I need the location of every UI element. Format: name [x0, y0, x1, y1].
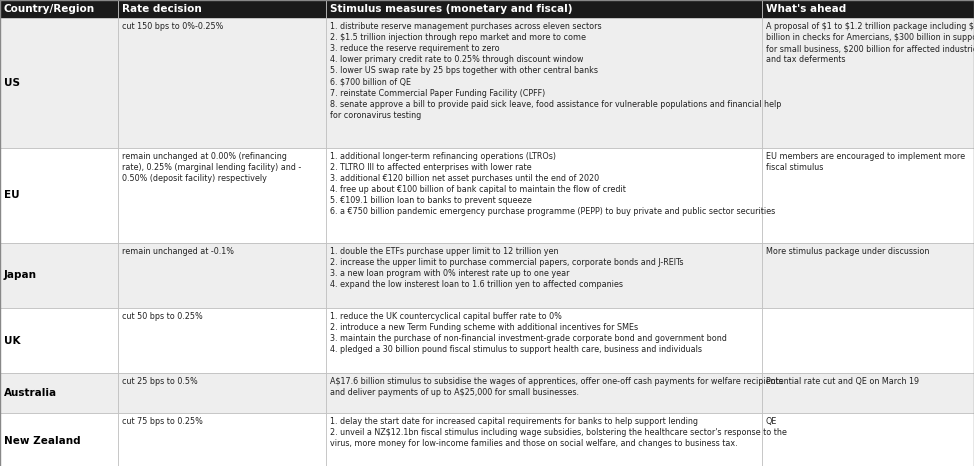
Bar: [0, 413, 118, 466]
Text: US: US: [4, 78, 20, 88]
Text: Potential rate cut and QE on March 19: Potential rate cut and QE on March 19: [766, 377, 919, 386]
Text: cut 25 bps to 0.5%: cut 25 bps to 0.5%: [122, 377, 198, 386]
Text: Stimulus measures (monetary and fiscal): Stimulus measures (monetary and fiscal): [330, 4, 573, 14]
Text: cut 150 bps to 0%-0.25%: cut 150 bps to 0%-0.25%: [122, 22, 223, 31]
Bar: [0, 243, 118, 308]
Bar: [0, 0, 118, 18]
Text: cut 50 bps to 0.25%: cut 50 bps to 0.25%: [122, 312, 203, 321]
Bar: [326, 308, 762, 373]
Text: New Zealand: New Zealand: [4, 436, 81, 445]
Text: cut 75 bps to 0.25%: cut 75 bps to 0.25%: [122, 417, 203, 426]
Bar: [762, 308, 974, 373]
Text: A$17.6 billion stimulus to subsidise the wages of apprentices, offer one-off cas: A$17.6 billion stimulus to subsidise the…: [330, 377, 783, 397]
Bar: [762, 243, 974, 308]
Bar: [118, 148, 326, 243]
Bar: [326, 148, 762, 243]
Text: 1. delay the start date for increased capital requirements for banks to help sup: 1. delay the start date for increased ca…: [330, 417, 787, 448]
Bar: [762, 373, 974, 413]
Bar: [118, 18, 326, 148]
Text: A proposal of $1 to $1.2 trillion package including $500
billion in checks for A: A proposal of $1 to $1.2 trillion packag…: [766, 22, 974, 64]
Text: 1. reduce the UK countercyclical capital buffer rate to 0%
2. introduce a new Te: 1. reduce the UK countercyclical capital…: [330, 312, 727, 354]
Bar: [762, 413, 974, 466]
Bar: [0, 373, 118, 413]
Text: Australia: Australia: [4, 388, 57, 398]
Bar: [762, 18, 974, 148]
Text: remain unchanged at 0.00% (refinancing
rate), 0.25% (marginal lending facility) : remain unchanged at 0.00% (refinancing r…: [122, 152, 301, 183]
Text: 1. distribute reserve management purchases across eleven sectors
2. $1.5 trillio: 1. distribute reserve management purchas…: [330, 22, 781, 120]
Bar: [326, 373, 762, 413]
Text: More stimulus package under discussion: More stimulus package under discussion: [766, 247, 929, 256]
Text: EU: EU: [4, 191, 19, 200]
Bar: [118, 373, 326, 413]
Bar: [0, 0, 974, 18]
Text: What's ahead: What's ahead: [766, 4, 846, 14]
Bar: [762, 0, 974, 18]
Text: 1. additional longer-term refinancing operations (LTROs)
2. TLTRO III to affecte: 1. additional longer-term refinancing op…: [330, 152, 775, 217]
Bar: [118, 243, 326, 308]
Text: UK: UK: [4, 336, 20, 345]
Text: Rate decision: Rate decision: [122, 4, 202, 14]
Text: QE: QE: [766, 417, 777, 426]
Bar: [326, 243, 762, 308]
Text: Country/Region: Country/Region: [4, 4, 95, 14]
Text: remain unchanged at -0.1%: remain unchanged at -0.1%: [122, 247, 234, 256]
Text: EU members are encouraged to implement more
fiscal stimulus: EU members are encouraged to implement m…: [766, 152, 965, 172]
Text: 1. double the ETFs purchase upper limit to 12 trillion yen
2. increase the upper: 1. double the ETFs purchase upper limit …: [330, 247, 684, 289]
Bar: [118, 413, 326, 466]
Bar: [118, 308, 326, 373]
Bar: [762, 148, 974, 243]
Bar: [118, 0, 326, 18]
Bar: [326, 18, 762, 148]
Bar: [326, 413, 762, 466]
Bar: [0, 148, 118, 243]
Text: Japan: Japan: [4, 270, 37, 281]
Bar: [0, 18, 118, 148]
Bar: [326, 0, 762, 18]
Bar: [0, 308, 118, 373]
